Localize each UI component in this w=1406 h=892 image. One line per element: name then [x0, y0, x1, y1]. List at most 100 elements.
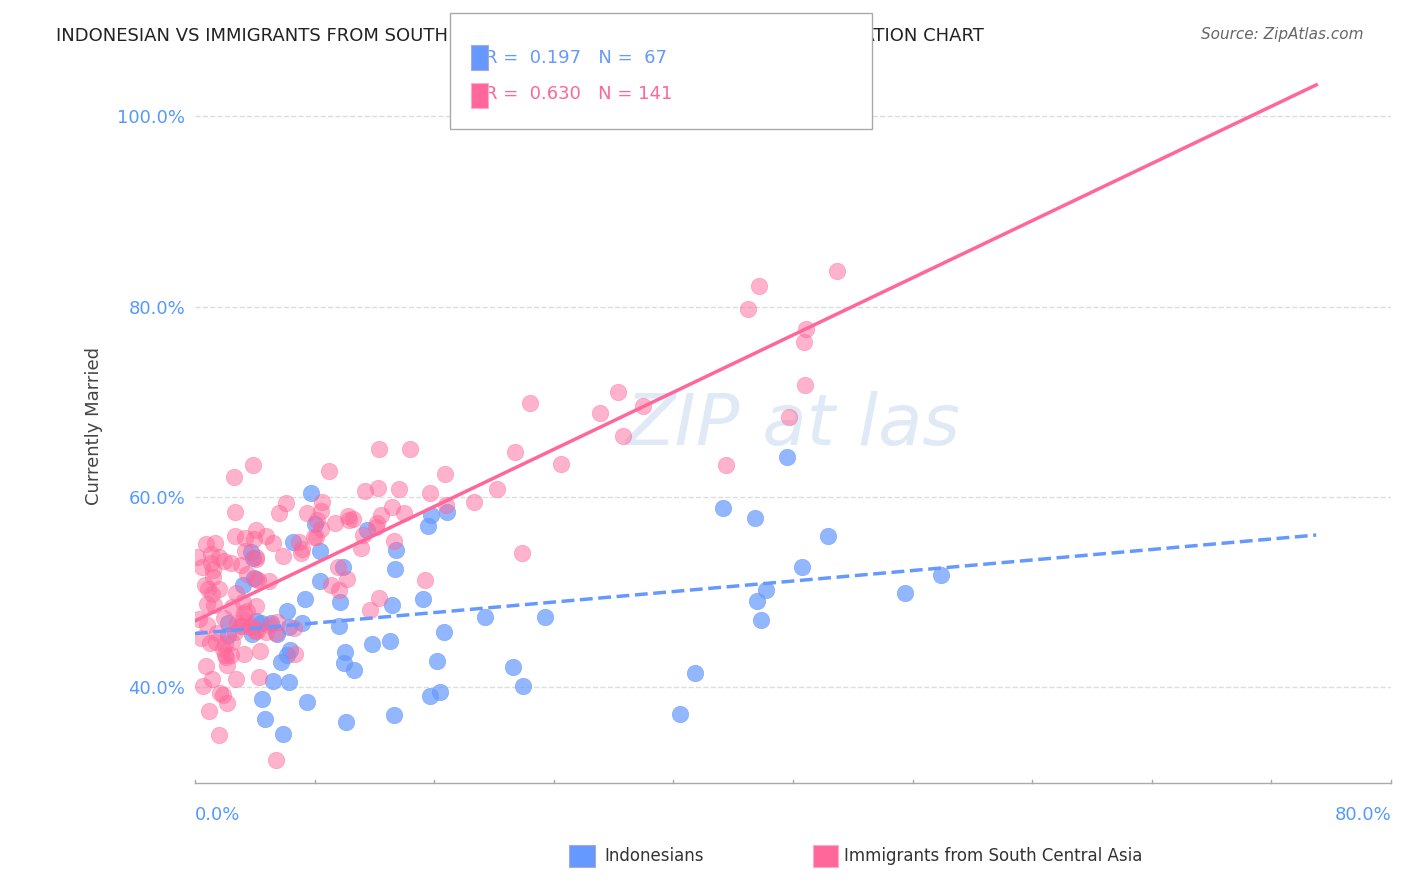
Point	[485, 482, 508, 496]
Point	[474, 609, 496, 624]
Point	[311, 495, 333, 509]
Point	[195, 617, 218, 632]
Point	[378, 634, 401, 648]
Point	[202, 598, 225, 612]
Point	[793, 377, 815, 392]
Point	[280, 643, 302, 657]
Point	[288, 535, 311, 549]
Point	[259, 574, 281, 588]
Point	[359, 603, 381, 617]
Point	[278, 675, 301, 690]
Point	[249, 644, 271, 658]
Point	[226, 616, 249, 631]
Point	[231, 558, 253, 573]
Point	[233, 531, 256, 545]
Point	[214, 648, 236, 662]
Point	[242, 571, 264, 585]
Point	[342, 511, 364, 525]
Point	[392, 506, 415, 520]
Point	[326, 559, 349, 574]
Point	[367, 591, 389, 605]
Point	[328, 619, 350, 633]
Point	[215, 657, 238, 672]
Point	[434, 498, 457, 512]
Point	[309, 522, 332, 536]
Point	[747, 279, 769, 293]
Point	[233, 648, 256, 662]
Point	[240, 619, 263, 633]
Point	[190, 631, 212, 645]
Point	[463, 495, 485, 509]
Point	[416, 518, 439, 533]
Point	[304, 516, 326, 531]
Point	[716, 458, 738, 472]
Point	[356, 523, 378, 537]
Point	[364, 520, 387, 534]
Point	[512, 679, 534, 693]
Point	[194, 578, 217, 592]
Point	[208, 549, 231, 564]
Point	[343, 663, 366, 677]
Point	[232, 606, 254, 620]
Point	[254, 529, 277, 543]
Point	[278, 619, 301, 633]
Point	[200, 557, 222, 571]
Point	[201, 586, 224, 600]
Point	[329, 595, 352, 609]
Point	[246, 624, 269, 638]
Point	[217, 628, 239, 642]
Point	[413, 574, 436, 588]
Point	[242, 458, 264, 473]
Point	[232, 595, 254, 609]
Y-axis label: Currently Married: Currently Married	[86, 347, 103, 505]
Point	[354, 484, 377, 499]
Point	[370, 508, 392, 523]
Point	[191, 680, 214, 694]
Point	[683, 665, 706, 680]
Point	[267, 506, 290, 520]
Point	[433, 625, 456, 640]
Point	[245, 599, 267, 614]
Point	[336, 572, 359, 586]
Point	[242, 532, 264, 546]
Point	[290, 541, 312, 556]
Point	[332, 560, 354, 574]
Point	[221, 600, 243, 615]
Point	[502, 659, 524, 673]
Point	[205, 635, 228, 649]
Point	[755, 582, 778, 597]
Point	[333, 645, 356, 659]
Point	[419, 486, 441, 500]
Point	[270, 656, 292, 670]
Point	[236, 604, 259, 618]
Point	[225, 672, 247, 686]
Point	[283, 621, 305, 635]
Point	[260, 616, 283, 631]
Point	[276, 604, 298, 618]
Point	[384, 562, 406, 576]
Text: INDONESIAN VS IMMIGRANTS FROM SOUTH CENTRAL ASIA CURRENTLY MARRIED CORRELATION C: INDONESIAN VS IMMIGRANTS FROM SOUTH CENT…	[56, 27, 984, 45]
Point	[217, 615, 239, 630]
Point	[208, 686, 231, 700]
Point	[208, 582, 231, 596]
Point	[294, 591, 316, 606]
Point	[195, 537, 218, 551]
Point	[250, 616, 273, 631]
Point	[776, 450, 799, 465]
Point	[749, 613, 772, 627]
Point	[510, 546, 533, 560]
Point	[235, 566, 257, 581]
Point	[229, 619, 252, 633]
Point	[231, 619, 253, 633]
Point	[201, 570, 224, 584]
Point	[631, 399, 654, 413]
Point	[232, 612, 254, 626]
Point	[222, 470, 245, 484]
Point	[308, 544, 330, 558]
Point	[778, 409, 800, 424]
Point	[361, 637, 384, 651]
Point	[737, 302, 759, 317]
Point	[202, 563, 225, 577]
Point	[426, 654, 449, 668]
Point	[208, 728, 231, 742]
